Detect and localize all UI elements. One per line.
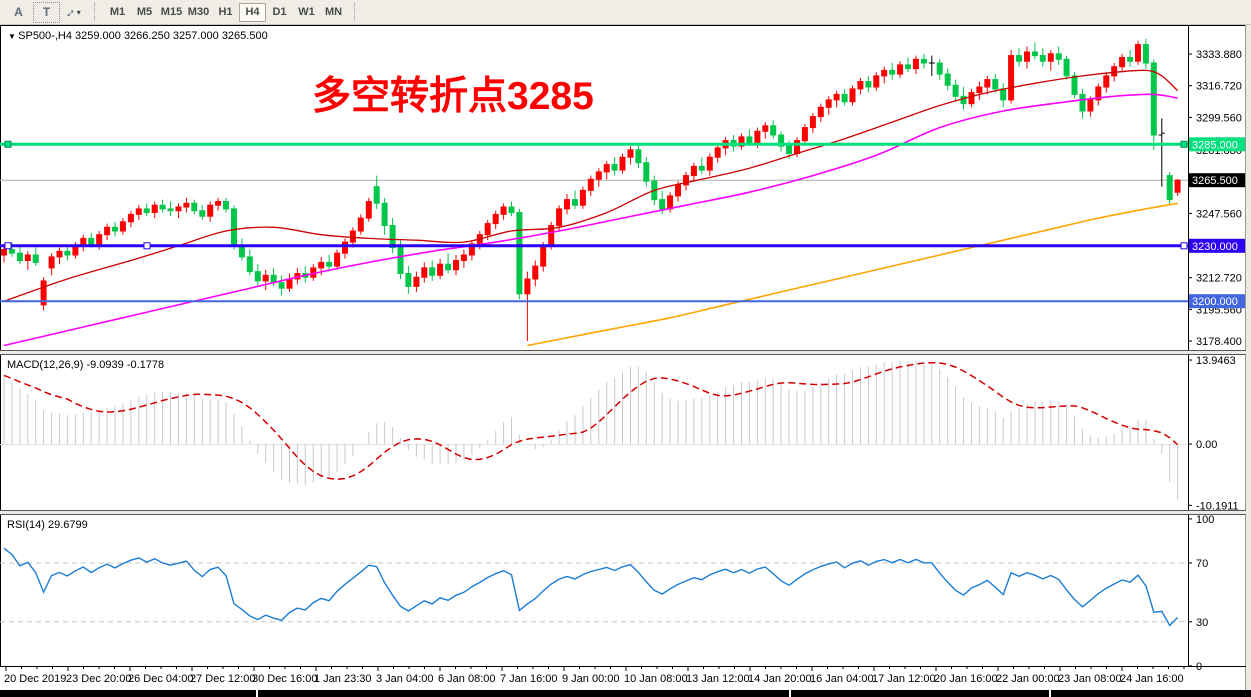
price-tag-3265.500: 3265.500 [1192, 175, 1238, 187]
rsi-axis-label: 0 [1196, 661, 1202, 673]
price-tick-label: 3316.720 [1196, 81, 1242, 93]
time-axis-label: 14 Jan 20:00 [748, 673, 812, 685]
price-tick-label: 3247.560 [1196, 208, 1242, 220]
macd-panel: 13.9463 0.00 -10.1911 [0, 355, 1239, 512]
macd-indicator-label: MACD(12,26,9) -9.0939 -0.1778 [7, 359, 164, 371]
slow-ma-line [527, 202, 1178, 347]
taskbar-notch [256, 690, 258, 697]
chart-annotation-text[interactable]: 多空转折点3285 [312, 75, 594, 118]
tf-button-m15[interactable]: M15 [160, 6, 183, 18]
toolbar-separator [94, 3, 97, 21]
price-axis[interactable]: 3333.8803316.7203299.5603281.8803247.560… [1188, 49, 1245, 348]
hline-objects[interactable] [0, 140, 1188, 303]
time-axis-label: 9 Jan 00:00 [562, 673, 620, 685]
toolbar: A T ↕ ▾ M1 M5 M15 M30 H1 H4 D1 W1 MN [0, 0, 1251, 25]
time-axis-label: 3 Jan 04:00 [376, 673, 434, 685]
price-tick-label: 3299.560 [1196, 112, 1242, 124]
rsi-axis-label: 70 [1196, 558, 1208, 570]
tf-button-h1[interactable]: H1 [218, 6, 233, 18]
time-axis-label: 24 Jan 16:00 [1120, 673, 1184, 685]
candles [1, 39, 1181, 341]
tf-button-m30[interactable]: M30 [187, 6, 210, 18]
fast-ma-line [3, 69, 1179, 302]
macd-axis-label: 0.00 [1196, 439, 1217, 451]
tf-button-h4[interactable]: H4 [239, 2, 266, 22]
time-axis-label: 6 Jan 08:00 [438, 673, 496, 685]
macd-axis-label: 13.9463 [1196, 355, 1236, 367]
tf-button-m1[interactable]: M1 [109, 6, 126, 18]
rsi-axis-label: 30 [1196, 617, 1208, 629]
time-axis-label: 13 Jan 12:00 [686, 673, 750, 685]
time-axis-label: 20 Jan 16:00 [934, 673, 998, 685]
price-tick-label: 3333.880 [1196, 49, 1242, 61]
chart-window: 3333.8803316.7203299.5603281.8803247.560… [0, 25, 1251, 690]
tf-button-m5[interactable]: M5 [136, 6, 153, 18]
dropdown-caret-icon: ▾ [76, 7, 81, 17]
rsi-indicator-label: RSI(14) 29.6799 [7, 519, 88, 531]
toolbar-separator [354, 3, 357, 21]
time-axis-label: 26 Dec 04:00 [128, 673, 193, 685]
time-axis-label: 27 Dec 12:00 [190, 673, 255, 685]
timeframe-button-group: M1 M5 M15 M30 H1 H4 D1 W1 MN [104, 2, 347, 22]
tf-button-d1[interactable]: D1 [272, 6, 287, 18]
time-axis-label: 30 Dec 16:00 [252, 673, 317, 685]
rsi-axis-label: 100 [1196, 514, 1214, 526]
macd-axis-label: -10.1911 [1196, 500, 1239, 512]
taskbar-strip [0, 690, 1251, 697]
panel-frames [0, 25, 1251, 690]
time-axis-label: 7 Jan 16:00 [500, 673, 558, 685]
tf-button-mn[interactable]: MN [324, 6, 343, 18]
tf-button-w1[interactable]: W1 [298, 6, 315, 18]
time-axis-label: 23 Jan 08:00 [1058, 673, 1122, 685]
price-tag-3200.000: 3200.000 [1192, 296, 1238, 308]
price-tag-3230.000: 3230.000 [1192, 241, 1238, 253]
time-axis-label: 20 Dec 2019 [4, 673, 66, 685]
cursor-mode-button[interactable]: ↕ ▾ [62, 3, 87, 22]
time-axis-label: 22 Jan 00:00 [996, 673, 1060, 685]
time-axis-label: 10 Jan 08:00 [624, 673, 688, 685]
price-tag-3285.000: 3285.000 [1192, 139, 1238, 151]
symbol-title: ▼ SP500-,H4 3259.000 3266.250 3257.000 3… [8, 30, 268, 42]
price-tick-label: 3178.400 [1196, 336, 1242, 348]
arrow-tool-button[interactable]: A [14, 5, 23, 19]
time-axis-label: 23 Dec 20:00 [66, 673, 131, 685]
rsi-panel: 100 70 30 0 [0, 514, 1214, 673]
price-tick-label: 3212.720 [1196, 273, 1242, 285]
taskbar-notch [1049, 690, 1051, 697]
mid-ma-line [3, 93, 1178, 347]
taskbar-notch [789, 690, 791, 697]
time-axis-label: 16 Jan 04:00 [810, 673, 874, 685]
time-axis-label: 1 Jan 23:30 [314, 673, 372, 685]
text-tool-button[interactable]: T [33, 1, 60, 23]
time-axis-label: 17 Jan 12:00 [872, 673, 936, 685]
